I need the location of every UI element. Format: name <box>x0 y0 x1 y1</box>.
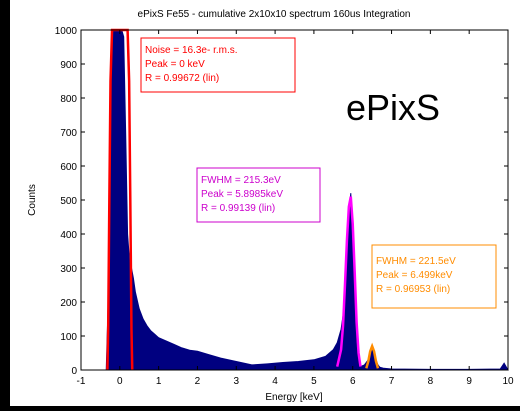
y-tick-label: 800 <box>60 94 77 105</box>
x-axis-label: Energy [keV] <box>265 392 322 403</box>
annotation-fwhm-5-9-line-2: Peak = 5.8985keV <box>201 189 283 200</box>
annotation-box-fwhm-5-9: FWHM = 215.3eV Peak = 5.8985keV R = 0.99… <box>196 167 321 223</box>
annotation-fwhm-5-9-line-3: R = 0.99139 (lin) <box>201 203 275 214</box>
fit-curve-2 <box>365 342 380 369</box>
x-tick-label: 0 <box>117 376 123 387</box>
y-tick-label: 100 <box>60 332 77 343</box>
x-tick-label: 9 <box>466 376 472 387</box>
annotation-frame-fwhm-5-9 <box>196 167 321 223</box>
y-tick-label: 1000 <box>55 26 78 37</box>
y-tick-label: 300 <box>60 264 77 275</box>
x-tick-label: -1 <box>77 376 86 387</box>
x-axis-ticks: -1 0 1 2 3 4 5 6 7 8 9 10 <box>77 30 514 387</box>
spectrum-chart: ePixS Fe55 - cumulative 2x10x10 spectrum… <box>27 9 514 403</box>
annotation-fwhm-5-9-line-1: FWHM = 215.3eV <box>201 175 281 186</box>
y-tick-label: 400 <box>60 230 77 241</box>
y-tick-label: 500 <box>60 196 77 207</box>
x-tick-label: 10 <box>502 376 514 387</box>
chart-figure: ePixS Fe55 - cumulative 2x10x10 spectrum… <box>10 0 520 406</box>
y-tick-label: 0 <box>71 366 77 377</box>
x-tick-label: 7 <box>389 376 395 387</box>
y-axis-ticks: 0 100 200 300 400 500 600 700 800 900 1000 <box>55 26 508 377</box>
x-tick-label: 5 <box>311 376 317 387</box>
annotation-noise-line-2: Peak = 0 keV <box>145 59 205 70</box>
y-tick-label: 600 <box>60 162 77 173</box>
fit-curve-1 <box>335 196 362 367</box>
annotation-fwhm-6-5-line-1: FWHM = 221.5eV <box>376 256 456 267</box>
annotation-fwhm-6-5-line-3: R = 0.96953 (lin) <box>376 284 450 295</box>
x-tick-label: 2 <box>195 376 201 387</box>
x-tick-label: 6 <box>350 376 356 387</box>
annotation-box-noise: Noise = 16.3e- r.m.s. Peak = 0 keV R = 0… <box>140 37 296 93</box>
annotation-noise-line-3: R = 0.99672 (lin) <box>145 73 219 84</box>
annotation-box-fwhm-6-5: FWHM = 221.5eV Peak = 6.499keV R = 0.969… <box>371 244 497 309</box>
x-tick-label: 1 <box>156 376 162 387</box>
y-tick-label: 700 <box>60 128 77 139</box>
annotation-fwhm-6-5-line-2: Peak = 6.499keV <box>376 270 453 281</box>
y-tick-label: 900 <box>60 60 77 71</box>
y-tick-label: 200 <box>60 298 77 309</box>
x-tick-label: 3 <box>233 376 239 387</box>
annotation-frame-fwhm-6-5 <box>371 244 497 309</box>
epixs-overlay-label: ePixS <box>346 87 440 128</box>
x-tick-label: 8 <box>428 376 434 387</box>
x-tick-label: 4 <box>272 376 278 387</box>
annotation-frame-noise <box>140 37 296 93</box>
annotation-noise-line-1: Noise = 16.3e- r.m.s. <box>145 45 238 56</box>
chart-title: ePixS Fe55 - cumulative 2x10x10 spectrum… <box>138 9 411 20</box>
y-axis-label: Counts <box>27 184 38 216</box>
